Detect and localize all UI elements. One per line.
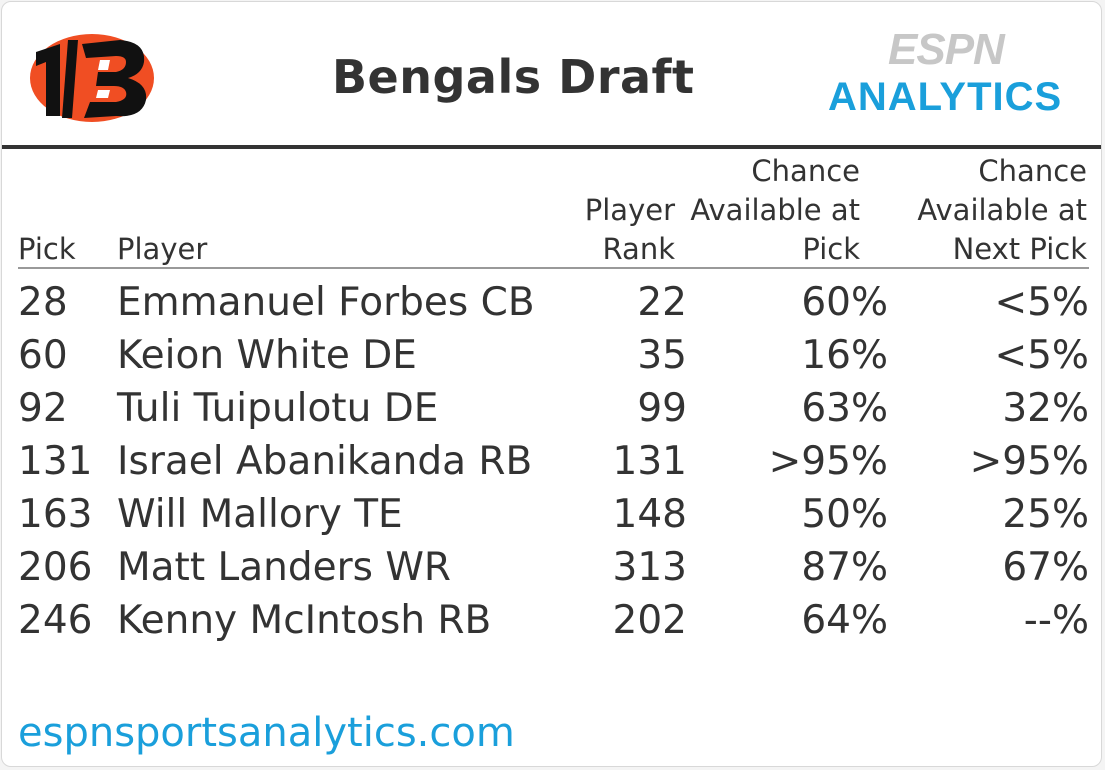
- cell-rank: 313: [612, 545, 687, 590]
- espn-wordmark: ESPN: [888, 25, 1005, 74]
- cell-avail: 64%: [801, 598, 888, 643]
- cell-pick: 92: [18, 386, 68, 431]
- bengals-logo-icon: [24, 30, 160, 126]
- table-row: 246 Kenny McIntosh RB 202 64% --%: [2, 594, 1101, 647]
- analytics-wordmark: ANALYTICS: [828, 75, 1063, 119]
- cell-player: Will Mallory TE: [117, 492, 403, 537]
- cell-rank: 35: [637, 333, 687, 378]
- column-header-pick: Pick: [18, 232, 76, 266]
- cell-avail: 63%: [801, 386, 888, 431]
- column-header-next-line3: Next Pick: [952, 232, 1087, 266]
- cell-avail: 16%: [801, 333, 888, 378]
- cell-next: 25%: [1002, 492, 1089, 537]
- table-row: 92 Tuli Tuipulotu DE 99 63% 32%: [2, 382, 1101, 435]
- cell-player: Tuli Tuipulotu DE: [117, 386, 439, 431]
- column-header-divider: [18, 267, 1089, 269]
- column-header-next: Chance Available at Next Pick: [917, 152, 1087, 269]
- cell-player: Keion White DE: [117, 333, 417, 378]
- column-header-avail-line3: Pick: [802, 232, 860, 266]
- table-row: 163 Will Mallory TE 148 50% 25%: [2, 488, 1101, 541]
- cell-avail: 60%: [801, 280, 888, 325]
- table-row: 60 Keion White DE 35 16% <5%: [2, 329, 1101, 382]
- cell-avail: 87%: [801, 545, 888, 590]
- cell-next: >95%: [969, 439, 1089, 484]
- table-row: 28 Emmanuel Forbes CB 22 60% <5%: [2, 276, 1101, 329]
- column-header-next-line1: Chance: [978, 154, 1087, 188]
- column-header-rank-line2: Rank: [602, 232, 675, 266]
- footer-link[interactable]: espnsportsanalytics.com: [18, 710, 515, 756]
- cell-next: 32%: [1002, 386, 1089, 431]
- column-header-next-line2: Available at: [917, 193, 1087, 227]
- column-header-avail-line2: Available at: [690, 193, 860, 227]
- cell-rank: 148: [612, 492, 687, 537]
- cell-rank: 202: [612, 598, 687, 643]
- table-row: 206 Matt Landers WR 313 87% 67%: [2, 541, 1101, 594]
- cell-next: --%: [1023, 598, 1089, 643]
- cell-player: Emmanuel Forbes CB: [117, 280, 535, 325]
- cell-pick: 131: [18, 439, 93, 484]
- cell-player: Matt Landers WR: [117, 545, 452, 590]
- cell-avail: >95%: [768, 439, 888, 484]
- cell-pick: 60: [18, 333, 68, 378]
- cell-pick: 163: [18, 492, 93, 537]
- column-header-avail: Chance Available at Pick: [690, 152, 860, 269]
- column-header-rank-line1: Player: [584, 193, 675, 227]
- cell-next: <5%: [994, 333, 1089, 378]
- cell-rank: 131: [612, 439, 687, 484]
- cell-player: Kenny McIntosh RB: [117, 598, 492, 643]
- cell-rank: 99: [637, 386, 687, 431]
- table-row: 131 Israel Abanikanda RB 131 >95% >95%: [2, 435, 1101, 488]
- page-title: Bengals Draft: [332, 50, 695, 104]
- cell-pick: 246: [18, 598, 93, 643]
- cell-pick: 206: [18, 545, 93, 590]
- cell-avail: 50%: [801, 492, 888, 537]
- column-header-avail-line1: Chance: [751, 154, 860, 188]
- column-header-rank: Player Rank: [585, 191, 675, 269]
- column-header-player: Player: [117, 232, 208, 266]
- cell-player: Israel Abanikanda RB: [117, 439, 533, 484]
- cell-rank: 22: [637, 280, 687, 325]
- cell-next: 67%: [1002, 545, 1089, 590]
- cell-next: <5%: [994, 280, 1089, 325]
- cell-pick: 28: [18, 280, 68, 325]
- espn-analytics-logo: ESPN ANALYTICS: [828, 28, 1090, 120]
- header-divider: [2, 145, 1101, 149]
